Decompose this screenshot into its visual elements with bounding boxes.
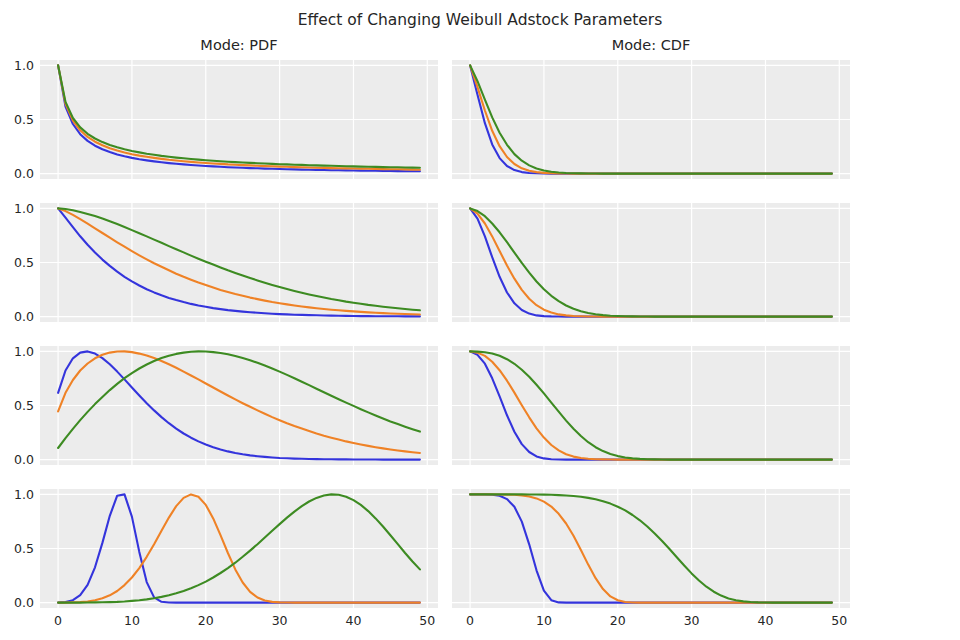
- y-tick-label: 0.5: [14, 255, 34, 270]
- x-tick-label: 40: [757, 613, 773, 628]
- x-tick-label: 10: [536, 613, 552, 628]
- x-tick-label: 20: [198, 613, 214, 628]
- y-tick-label: 1.0: [14, 58, 34, 73]
- y-tick-label: 1.0: [14, 201, 34, 216]
- y-tick-label: 0.5: [14, 398, 34, 413]
- y-tick-label: 0.0: [14, 309, 34, 324]
- x-tick-label: 10: [124, 613, 140, 628]
- x-tick-label: 30: [684, 613, 700, 628]
- y-tick-label: 0.0: [14, 166, 34, 181]
- y-tick-label: 0.0: [14, 452, 34, 467]
- x-tick-label: 0: [466, 613, 474, 628]
- y-tick-label: 1.0: [14, 344, 34, 359]
- x-tick-label: 40: [345, 613, 361, 628]
- y-tick-label: 0.5: [14, 541, 34, 556]
- x-tick-label: 30: [272, 613, 288, 628]
- subplot-grid: 0 10 20 30 40 50 0 10 20 30 40 50 0.0 0.5 1.0 0.0 0.5 1.0…: [0, 0, 960, 640]
- y-tick-label: 0.5: [14, 112, 34, 127]
- x-tick-label: 20: [610, 613, 626, 628]
- x-tick-label: 0: [54, 613, 62, 628]
- weibull-adstock-figure: Effect of Changing Weibull Adstock Param…: [0, 0, 960, 640]
- y-tick-label: 1.0: [14, 487, 34, 502]
- y-tick-label: 0.0: [14, 595, 34, 610]
- x-tick-label: 50: [831, 613, 847, 628]
- x-tick-label: 50: [419, 613, 435, 628]
